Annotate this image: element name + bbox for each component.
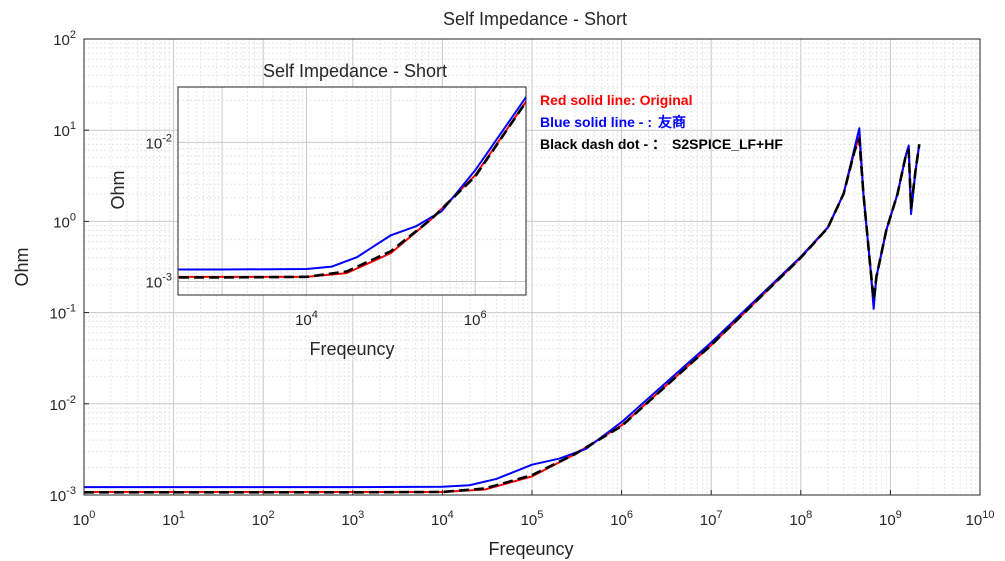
x-tick-label: 106: [610, 509, 633, 529]
main-tick-labels: 100 101 102 103 104 105 106 107 108 109 101010-310…: [50, 29, 995, 529]
inset-grid: [177, 87, 527, 296]
y-tick-label: 10-3: [50, 485, 76, 505]
inset-chart: Self Impedance - Short 104 106 10-3 10-2 Fr…: [108, 61, 527, 359]
x-tick-label: 108: [789, 509, 812, 529]
main-series-line-3: [84, 137, 921, 494]
inset-x-tick-label: 104: [295, 309, 318, 329]
legend-entry-3: Black dash dot - ： S2SPICE_LF+HF: [540, 136, 783, 152]
inset-plot-area: [178, 87, 526, 295]
y-tick-label: 100: [53, 211, 76, 231]
inset-x-tick-label: 106: [464, 309, 487, 329]
inset-series-group: [178, 95, 526, 279]
y-tick-label: 10-2: [50, 394, 76, 414]
legend: Red solid line: Original Blue solid line …: [540, 92, 783, 152]
y-axis-label: Ohm: [12, 247, 32, 286]
x-tick-label: 103: [341, 509, 364, 529]
x-tick-label: 104: [431, 509, 454, 529]
chart-title: Self Impedance - Short: [443, 9, 627, 29]
x-tick-label: 100: [73, 509, 96, 529]
x-tick-label: 101: [162, 509, 185, 529]
inset-y-tick-label: 10-3: [146, 272, 172, 292]
inset-y-tick-label: 10-2: [146, 132, 172, 152]
x-tick-label: 102: [252, 509, 275, 529]
inset-tick-labels: 104 106 10-3 10-2: [146, 132, 487, 329]
legend-entry-2: Blue solid line - : 友商: [540, 114, 686, 130]
inset-frame: [177, 86, 527, 296]
legend-entry-1: Red solid line: Original: [540, 92, 692, 108]
inset-series-line-2: [178, 95, 526, 271]
x-tick-label: 105: [521, 509, 544, 529]
inset-x-axis-label: Freqeuncy: [309, 339, 394, 359]
x-axis-label: Freqeuncy: [488, 539, 573, 559]
x-tick-label: 107: [700, 509, 723, 529]
main-ticks: [83, 38, 981, 496]
y-tick-label: 10-1: [50, 303, 76, 323]
inset-series-line-1: [178, 99, 526, 278]
x-tick-label: 109: [879, 509, 902, 529]
main-series-group: [84, 127, 921, 494]
inset-y-axis-label: Ohm: [108, 170, 128, 209]
inset-title: Self Impedance - Short: [263, 61, 447, 81]
x-tick-label: 1010: [966, 509, 995, 529]
y-tick-label: 101: [53, 120, 76, 140]
y-tick-label: 102: [53, 29, 76, 49]
